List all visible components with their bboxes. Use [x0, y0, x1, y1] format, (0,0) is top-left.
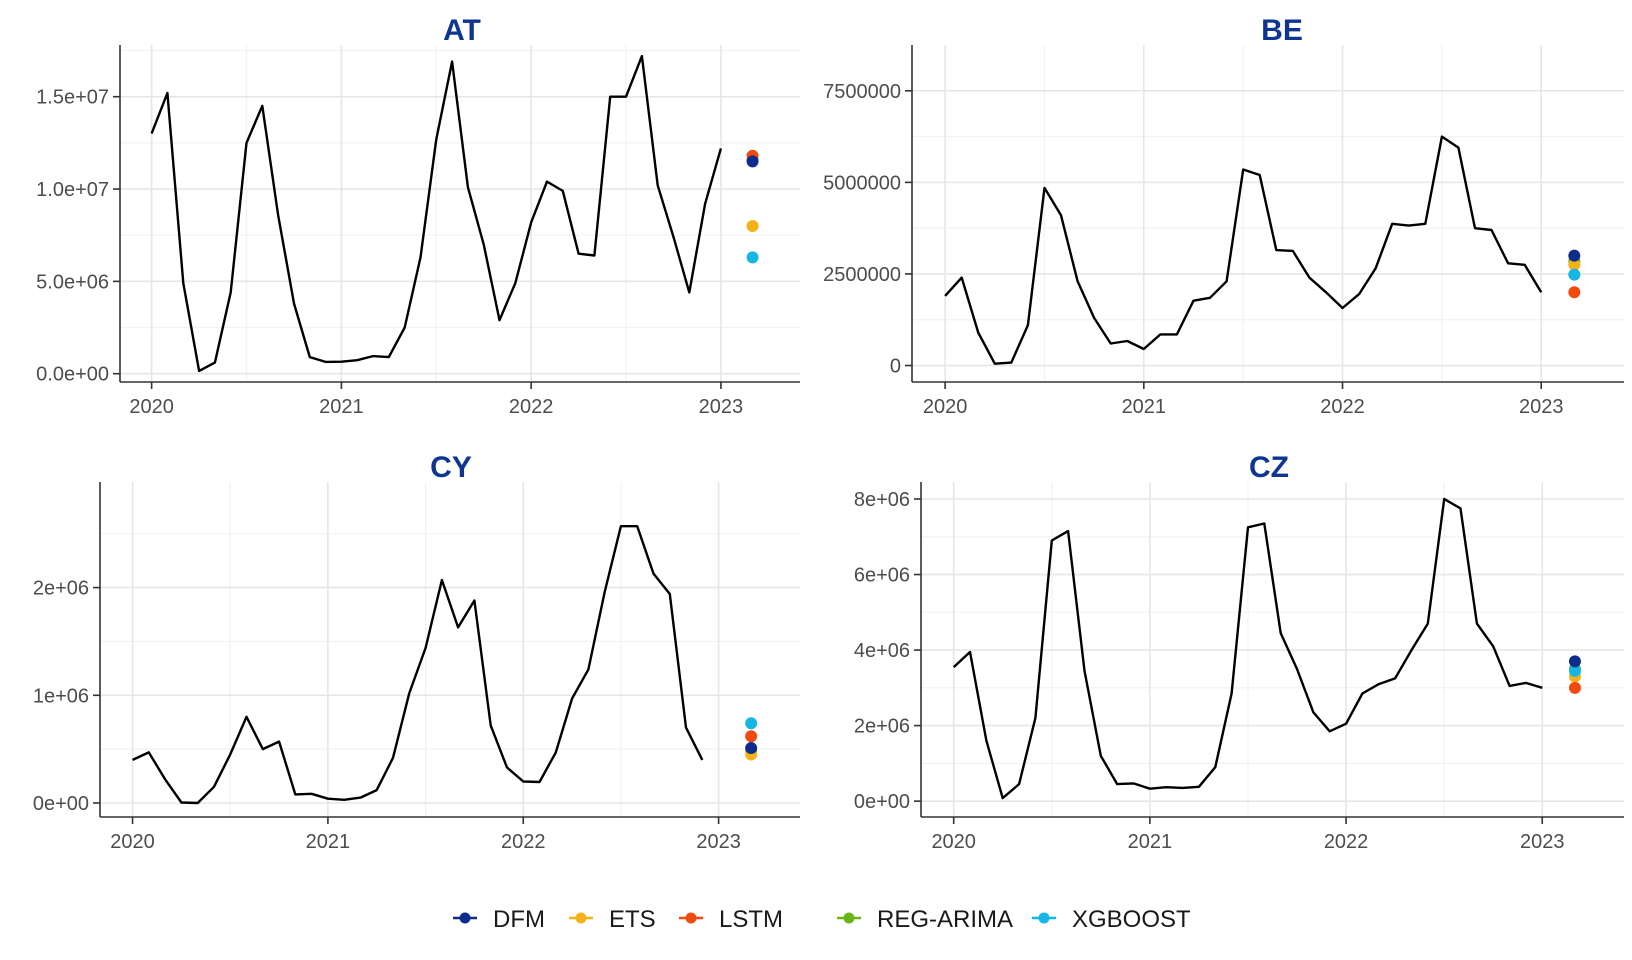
- panel-cz: 0e+00 2e+06 4e+06 6e+06 8e+06 2020 2021 2022 202…: [854, 451, 1624, 853]
- series-line: [150, 54, 723, 373]
- panel-title: CZ: [1249, 451, 1289, 484]
- x-tick-label: 2021: [1122, 396, 1167, 418]
- legend: DFM ETS LSTM REG-ARIMA XGBOOST: [453, 906, 1191, 933]
- legend-key-dot: [685, 912, 697, 924]
- x-tick-label: 2020: [129, 396, 174, 418]
- forecast-point-lstm: [745, 730, 758, 743]
- series-line: [952, 497, 1543, 800]
- y-tick-label: 2e+06: [854, 716, 910, 738]
- x-tick-label: 2020: [110, 831, 155, 853]
- x-tick-label: 2022: [509, 396, 554, 418]
- y-tick-label: 1.0e+07: [36, 179, 109, 201]
- forecast-point-dfm: [746, 155, 759, 168]
- x-tick-label: 2021: [319, 396, 364, 418]
- grid: [921, 482, 1624, 817]
- y-tick-label: 4e+06: [854, 640, 910, 662]
- forecast-point-xgboost: [1568, 268, 1581, 281]
- x-tick-label: 2023: [1520, 831, 1565, 853]
- legend-item-lstm: LSTM: [679, 906, 783, 933]
- grid: [912, 45, 1624, 382]
- y-tick-label: 5.0e+06: [36, 271, 109, 293]
- y-tick-label: 1e+06: [33, 685, 89, 707]
- y-tick-label: 6e+06: [854, 565, 910, 587]
- forecast-point-dfm: [1568, 655, 1581, 668]
- legend-key-dot: [575, 912, 587, 924]
- forecast-point-dfm: [745, 742, 758, 755]
- forecast-point-xgboost: [1568, 664, 1581, 677]
- y-tick-label: 0e+00: [33, 793, 89, 815]
- x-tick-label: 2022: [1324, 831, 1369, 853]
- legend-item-reg-arima: REG-ARIMA: [837, 906, 1013, 933]
- legend-key-dot: [843, 912, 855, 924]
- legend-label: DFM: [493, 906, 545, 933]
- legend-key-dot: [459, 912, 471, 924]
- legend-item-ets: ETS: [569, 906, 656, 933]
- series-line: [944, 135, 1543, 365]
- y-tick-label: 0.0e+00: [36, 364, 109, 386]
- panel-be: 0 2500000 5000000 7500000 2020 2021 2022 2023 BE: [823, 14, 1624, 418]
- legend-key-dot: [1038, 912, 1050, 924]
- legend-label: LSTM: [719, 906, 783, 933]
- y-tick-label: 2e+06: [33, 578, 89, 600]
- x-tick-label: 2022: [501, 831, 546, 853]
- y-tick-label: 5000000: [823, 172, 901, 194]
- x-tick-label: 2020: [923, 396, 968, 418]
- legend-label: ETS: [609, 906, 656, 933]
- forecast-point-lstm: [1568, 681, 1581, 694]
- panel-title: BE: [1261, 14, 1303, 47]
- forecast-point-ets: [1568, 258, 1581, 271]
- forecast-point-lstm: [1568, 286, 1581, 299]
- series-line: [132, 525, 704, 805]
- y-tick-label: 0e+00: [854, 791, 910, 813]
- x-tick-label: 2020: [931, 831, 976, 853]
- panel-cy: 0e+00 1e+06 2e+06 2020 2021 2022 2023 CY: [33, 451, 800, 853]
- forecast-point-ets: [746, 219, 759, 232]
- x-tick-label: 2023: [699, 396, 744, 418]
- y-tick-label: 1.5e+07: [36, 87, 109, 109]
- forecast-point-xgboost: [746, 251, 759, 264]
- x-tick-label: 2021: [306, 831, 351, 853]
- y-tick-label: 7500000: [823, 81, 901, 103]
- forecast-point-dfm: [1568, 249, 1581, 262]
- panel-title: CY: [430, 451, 472, 484]
- x-tick-label: 2023: [1519, 396, 1564, 418]
- grid: [120, 45, 800, 382]
- x-tick-label: 2021: [1128, 831, 1173, 853]
- x-tick-label: 2022: [1320, 396, 1365, 418]
- panel-title: AT: [443, 14, 481, 47]
- legend-item-xgboost: XGBOOST: [1032, 906, 1191, 933]
- legend-label: REG-ARIMA: [877, 906, 1013, 933]
- legend-item-dfm: DFM: [453, 906, 545, 933]
- forecast-point-xgboost: [745, 717, 758, 730]
- y-tick-label: 2500000: [823, 264, 901, 286]
- x-tick-label: 2023: [696, 831, 741, 853]
- y-tick-label: 0: [890, 356, 901, 378]
- grid: [100, 482, 800, 817]
- legend-label: XGBOOST: [1072, 906, 1191, 933]
- y-tick-label: 8e+06: [854, 489, 910, 511]
- panel-at: 0.0e+00 5.0e+06 1.0e+07 1.5e+07 2020 2021 2022…: [36, 14, 800, 418]
